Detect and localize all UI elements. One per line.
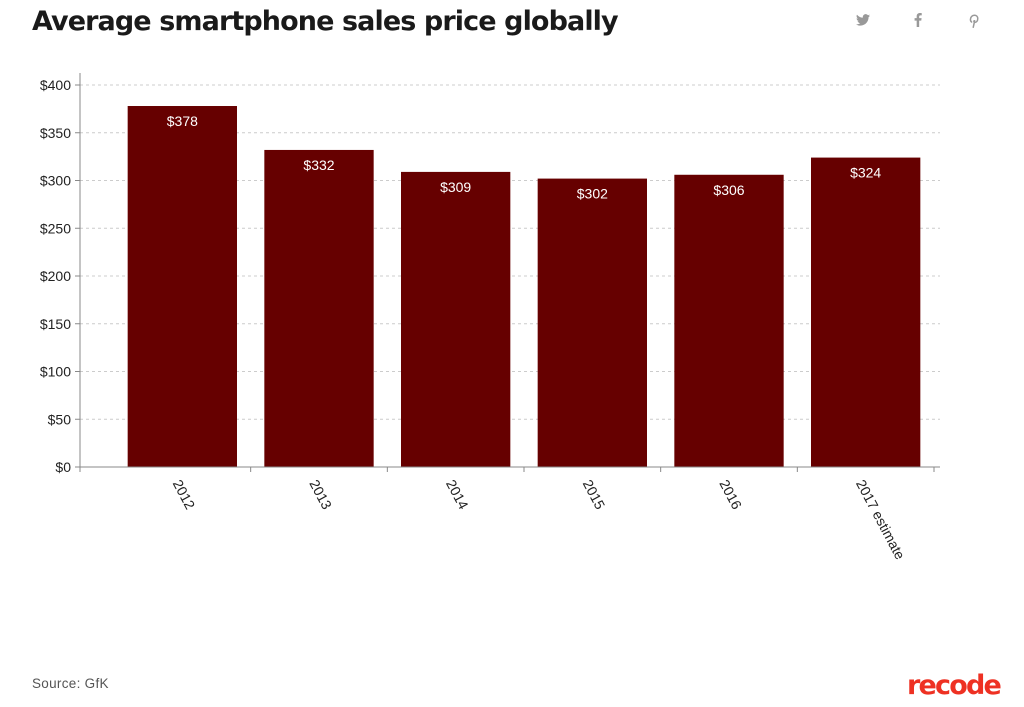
bar-value-label: $302 [577,186,608,202]
bar-value-label: $332 [303,157,334,173]
y-tick-label: $350 [40,125,71,141]
x-tick-label: 2012 [170,477,199,512]
bar-value-label: $324 [850,165,881,181]
x-tick-label: 2015 [580,477,609,512]
x-tick-label: 2013 [306,477,335,512]
recode-logo[interactable]: recode [907,670,1002,701]
pinterest-icon[interactable] [964,10,984,30]
y-tick-label: $300 [40,173,71,189]
bar-value-label: $309 [440,179,471,195]
grid-lines [80,84,940,420]
bar [811,157,921,467]
bar-value-label: $306 [713,182,744,198]
bar [264,149,374,467]
chart-title: Average smartphone sales price globally [32,6,619,37]
bar [537,178,647,467]
source-note: Source: GfK [32,676,109,691]
x-tick-label: 2016 [716,477,745,512]
bars: $378 $332 $309 $302 $306 $324 [127,106,921,467]
bar-value-label: $378 [167,113,198,129]
y-tick-label: $50 [48,411,72,427]
y-tick-label: $150 [40,316,71,332]
y-tick-label: $200 [40,268,71,284]
x-tick-label: 2014 [443,477,472,512]
y-tick-label: $250 [40,220,71,236]
bar [401,171,511,467]
y-tick-label: $0 [55,459,71,475]
y-tick-label: $100 [40,364,71,380]
facebook-icon[interactable] [908,10,928,30]
y-tick-label: $400 [40,77,71,93]
bar [127,106,237,467]
x-tick-label: 2017 estimate [853,477,909,562]
twitter-icon[interactable] [853,10,873,30]
bar [674,174,784,467]
bar-chart: $378 $332 $309 $302 $306 $324 $0 $50 $100 $150 $2… [40,73,940,562]
